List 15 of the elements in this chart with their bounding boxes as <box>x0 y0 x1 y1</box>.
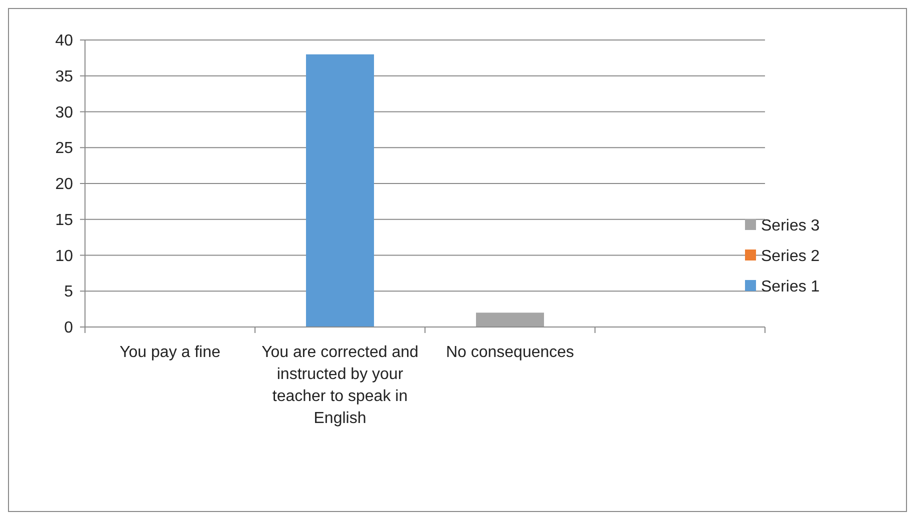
y-tick-label: 30 <box>55 104 74 122</box>
y-tick-label: 40 <box>55 32 74 50</box>
y-tick-label: 15 <box>55 212 74 229</box>
legend-label: Series 3 <box>761 218 820 235</box>
y-tick-label: 35 <box>55 68 74 86</box>
legend-label: Series 2 <box>761 248 820 266</box>
legend-label: Series 1 <box>761 278 820 296</box>
y-tick-label: 10 <box>55 248 74 265</box>
y-tick-label: 20 <box>55 176 74 194</box>
y-tick-label: 0 <box>64 320 74 337</box>
x-tick-label: No consequences <box>446 344 574 361</box>
x-tick-label: You are corrected and instructed by your teacher to speak in English <box>262 344 418 427</box>
y-tick-label: 25 <box>55 140 74 158</box>
y-tick-label: 5 <box>64 284 74 301</box>
x-tick-label: You pay a fine <box>120 344 221 361</box>
